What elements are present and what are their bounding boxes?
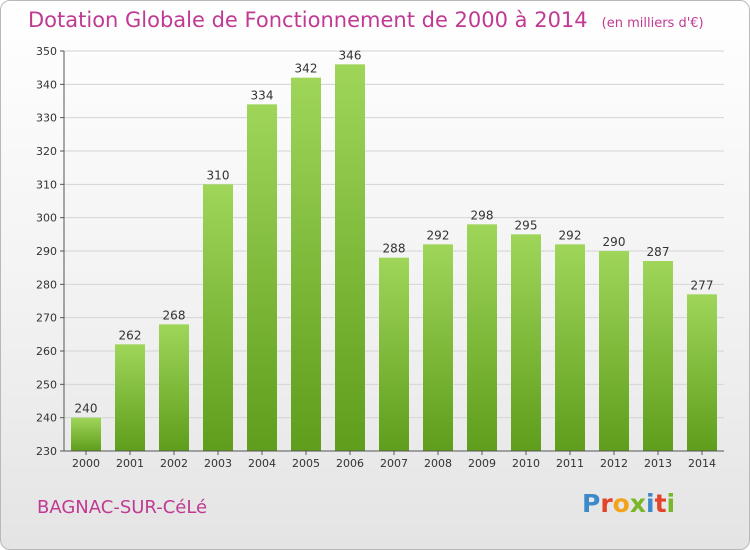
data-label-2014: 277 (691, 278, 714, 292)
x-tick-label: 2012 (600, 457, 628, 470)
data-label-2004: 334 (251, 88, 274, 102)
bar-2012 (599, 251, 629, 451)
bar-2013 (643, 261, 673, 451)
x-tick-label: 2007 (380, 457, 408, 470)
data-label-2012: 290 (603, 235, 626, 249)
bar-2004 (247, 104, 277, 451)
data-label-2007: 288 (383, 242, 406, 256)
place-name: BAGNAC-SUR-CéLé (37, 497, 208, 518)
data-label-2003: 310 (207, 168, 230, 182)
y-tick-label: 290 (36, 245, 57, 258)
logo-letter: i (666, 489, 676, 518)
title-text: Dotation Globale de Fonctionnement de 20… (28, 8, 588, 32)
y-tick-label: 340 (36, 78, 57, 91)
bar-2003 (203, 184, 233, 452)
x-tick-label: 2014 (688, 457, 716, 470)
x-tick-label: 2013 (644, 457, 672, 470)
x-tick-label: 2011 (556, 457, 584, 470)
x-tick-label: 2006 (336, 457, 364, 470)
proxiti-logo[interactable]: Proxiti (582, 489, 675, 518)
bar-2011 (555, 244, 585, 451)
unit-label: (en milliers d'€) (601, 16, 704, 31)
bar-2007 (379, 257, 409, 451)
bar-2014 (687, 294, 717, 451)
y-tick-label: 350 (36, 45, 57, 58)
y-tick-label: 230 (36, 445, 57, 458)
data-label-2006: 346 (339, 48, 362, 62)
data-label-2002: 268 (163, 308, 186, 322)
logo-letter: o (612, 489, 630, 518)
y-axis: 230 240 250 260 270 280 290 300 310 320 330 340 350 (36, 45, 65, 458)
data-label-2009: 298 (471, 208, 494, 222)
y-tick-label: 310 (36, 178, 57, 191)
chart-title: Dotation Globale de Fonctionnement de 20… (28, 8, 704, 32)
y-tick-label: 260 (36, 345, 57, 358)
data-label-2013: 287 (647, 245, 670, 259)
x-tick-label: 2010 (512, 457, 540, 470)
data-label-2001: 262 (119, 328, 142, 342)
y-tick-label: 280 (36, 278, 57, 291)
bar-2005 (291, 77, 321, 452)
logo-letter: i (646, 489, 655, 518)
x-tick-label: 2000 (72, 457, 100, 470)
y-tick-label: 300 (36, 212, 57, 225)
bar-2010 (511, 234, 541, 451)
bar-2006 (335, 64, 365, 452)
x-tick-label: 2002 (160, 457, 188, 470)
data-label-2005: 342 (295, 62, 318, 76)
bars: 240 262 268 310 334 342 346 288 292 298 295 292 290 2… (71, 48, 717, 452)
logo-letter: t (654, 489, 667, 518)
data-label-2000: 240 (75, 402, 98, 416)
bar-2002 (159, 324, 189, 451)
x-axis: 2000 2001 2002 2003 2004 2005 2006 2007 2008 2009… (64, 450, 724, 470)
x-tick-label: 2005 (292, 457, 320, 470)
y-tick-label: 250 (36, 378, 57, 391)
y-tick-label: 320 (36, 145, 57, 158)
data-label-2008: 292 (427, 228, 450, 242)
logo-letter: x (629, 489, 646, 518)
data-label-2010: 295 (515, 218, 538, 232)
x-tick-label: 2003 (204, 457, 232, 470)
logo-letter: r (600, 489, 613, 518)
y-tick-label: 240 (36, 412, 57, 425)
bar-2009 (467, 224, 497, 451)
x-tick-label: 2001 (116, 457, 144, 470)
x-tick-label: 2008 (424, 457, 452, 470)
logo-letter: P (582, 489, 601, 518)
y-tick-label: 270 (36, 312, 57, 325)
bar-2008 (423, 244, 453, 451)
x-tick-label: 2009 (468, 457, 496, 470)
x-tick-label: 2004 (248, 457, 276, 470)
data-label-2011: 292 (559, 228, 582, 242)
bar-2000 (71, 417, 101, 451)
y-tick-label: 330 (36, 112, 57, 125)
bar-2001 (115, 344, 145, 451)
